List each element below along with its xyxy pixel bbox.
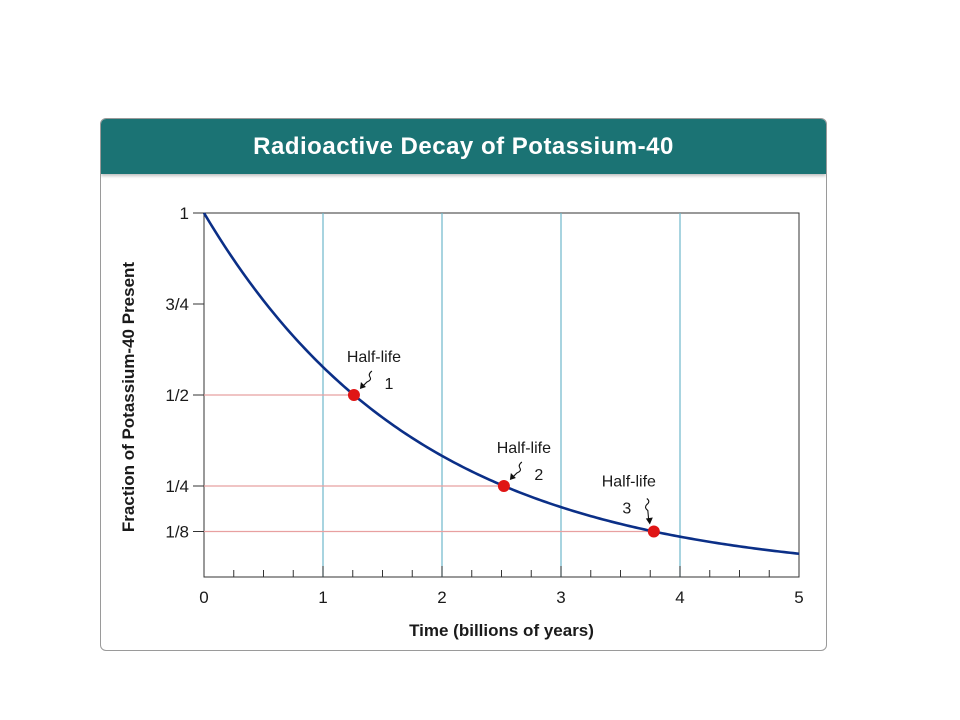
y-tick-label: 3/4 xyxy=(165,295,189,314)
x-tick-label: 4 xyxy=(675,588,684,607)
half-life-arrow-2 xyxy=(510,461,523,480)
y-tick-label: 1/8 xyxy=(165,523,189,542)
half-life-point-3 xyxy=(647,525,660,538)
chart-svg: 1 3/4 1/2 1/4 1/8 0 1 2 3 4 5 Time (billions of yea… xyxy=(119,204,804,640)
y-tick-label: 1/4 xyxy=(165,477,189,496)
half-life-number-3: 3 xyxy=(622,501,631,518)
chart-card: Radioactive Decay of Potassium-40 1 3/4 1/… xyxy=(100,118,827,651)
x-axis-label: Time (billions of years) xyxy=(409,621,594,640)
half-life-label-3: Half-life xyxy=(602,474,656,491)
chart-title: Radioactive Decay of Potassium-40 xyxy=(101,119,826,174)
half-life-number-1: 1 xyxy=(384,376,393,393)
x-tick-label: 1 xyxy=(318,588,327,607)
half-life-arrowhead-3 xyxy=(645,517,653,525)
y-axis-label: Fraction of Potassium-40 Present xyxy=(119,262,138,533)
half-life-point-2 xyxy=(497,480,510,492)
half-life-arrowhead-1 xyxy=(359,382,366,389)
x-tick-label: 2 xyxy=(437,588,446,607)
decay-curve xyxy=(202,212,800,556)
half-life-number-2: 2 xyxy=(534,467,543,484)
half-life-label-1: Half-life xyxy=(347,349,401,366)
half-life-label-2: Half-life xyxy=(497,440,551,457)
x-tick-label: 3 xyxy=(556,588,565,607)
x-tick-label: 0 xyxy=(199,588,208,607)
y-tick-label: 1 xyxy=(180,204,189,223)
half-life-point-1 xyxy=(347,389,360,401)
y-tick-label: 1/2 xyxy=(165,386,189,405)
half-life-arrow-3 xyxy=(645,498,650,522)
half-life-arrow-1 xyxy=(360,370,373,389)
x-tick-label: 5 xyxy=(794,588,803,607)
half-life-arrowhead-2 xyxy=(509,473,516,480)
